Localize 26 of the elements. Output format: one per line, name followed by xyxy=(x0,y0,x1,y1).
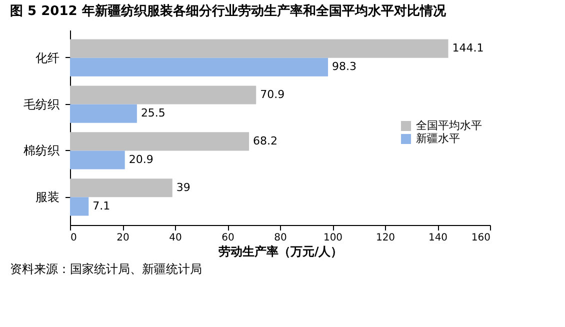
legend-label: 新疆水平 xyxy=(416,132,460,145)
data-label: 25.5 xyxy=(140,106,166,120)
data-label: 98.3 xyxy=(332,60,357,74)
x-tick-label: 140 xyxy=(428,232,448,244)
data-label: 68.2 xyxy=(253,134,278,148)
data-label: 70.9 xyxy=(260,88,285,101)
x-tick-label: 40 xyxy=(169,232,182,244)
x-tick-label: 0 xyxy=(70,232,77,244)
x-tick-label: 60 xyxy=(222,232,234,244)
x-axis-title: 劳动生产率（万元/人） xyxy=(218,244,343,258)
data-label: 39 xyxy=(176,180,190,194)
x-tick-label: 80 xyxy=(274,232,287,244)
data-label: 20.9 xyxy=(128,153,154,166)
chart-title: 图 5 2012 年新疆纺织服装各细分行业劳动生产率和全国平均水平对比情况 xyxy=(10,3,447,19)
x-tick-label: 160 xyxy=(471,232,490,244)
y-tick-label: 棉纺织 xyxy=(24,144,60,158)
legend-label: 全国平均水平 xyxy=(416,119,482,132)
x-tick-label: 120 xyxy=(376,232,396,244)
x-tick-label: 20 xyxy=(116,232,130,244)
y-tick-label: 毛纺织 xyxy=(24,97,60,112)
x-tick-label: 100 xyxy=(323,232,343,244)
data-label: 144.1 xyxy=(452,42,484,55)
y-tick-label: 服装 xyxy=(36,190,60,204)
data-label: 7.1 xyxy=(92,199,110,212)
y-tick-label: 化纤 xyxy=(36,50,60,65)
text: 资料来源：国家统计局、新疆统计局 xyxy=(10,261,203,278)
